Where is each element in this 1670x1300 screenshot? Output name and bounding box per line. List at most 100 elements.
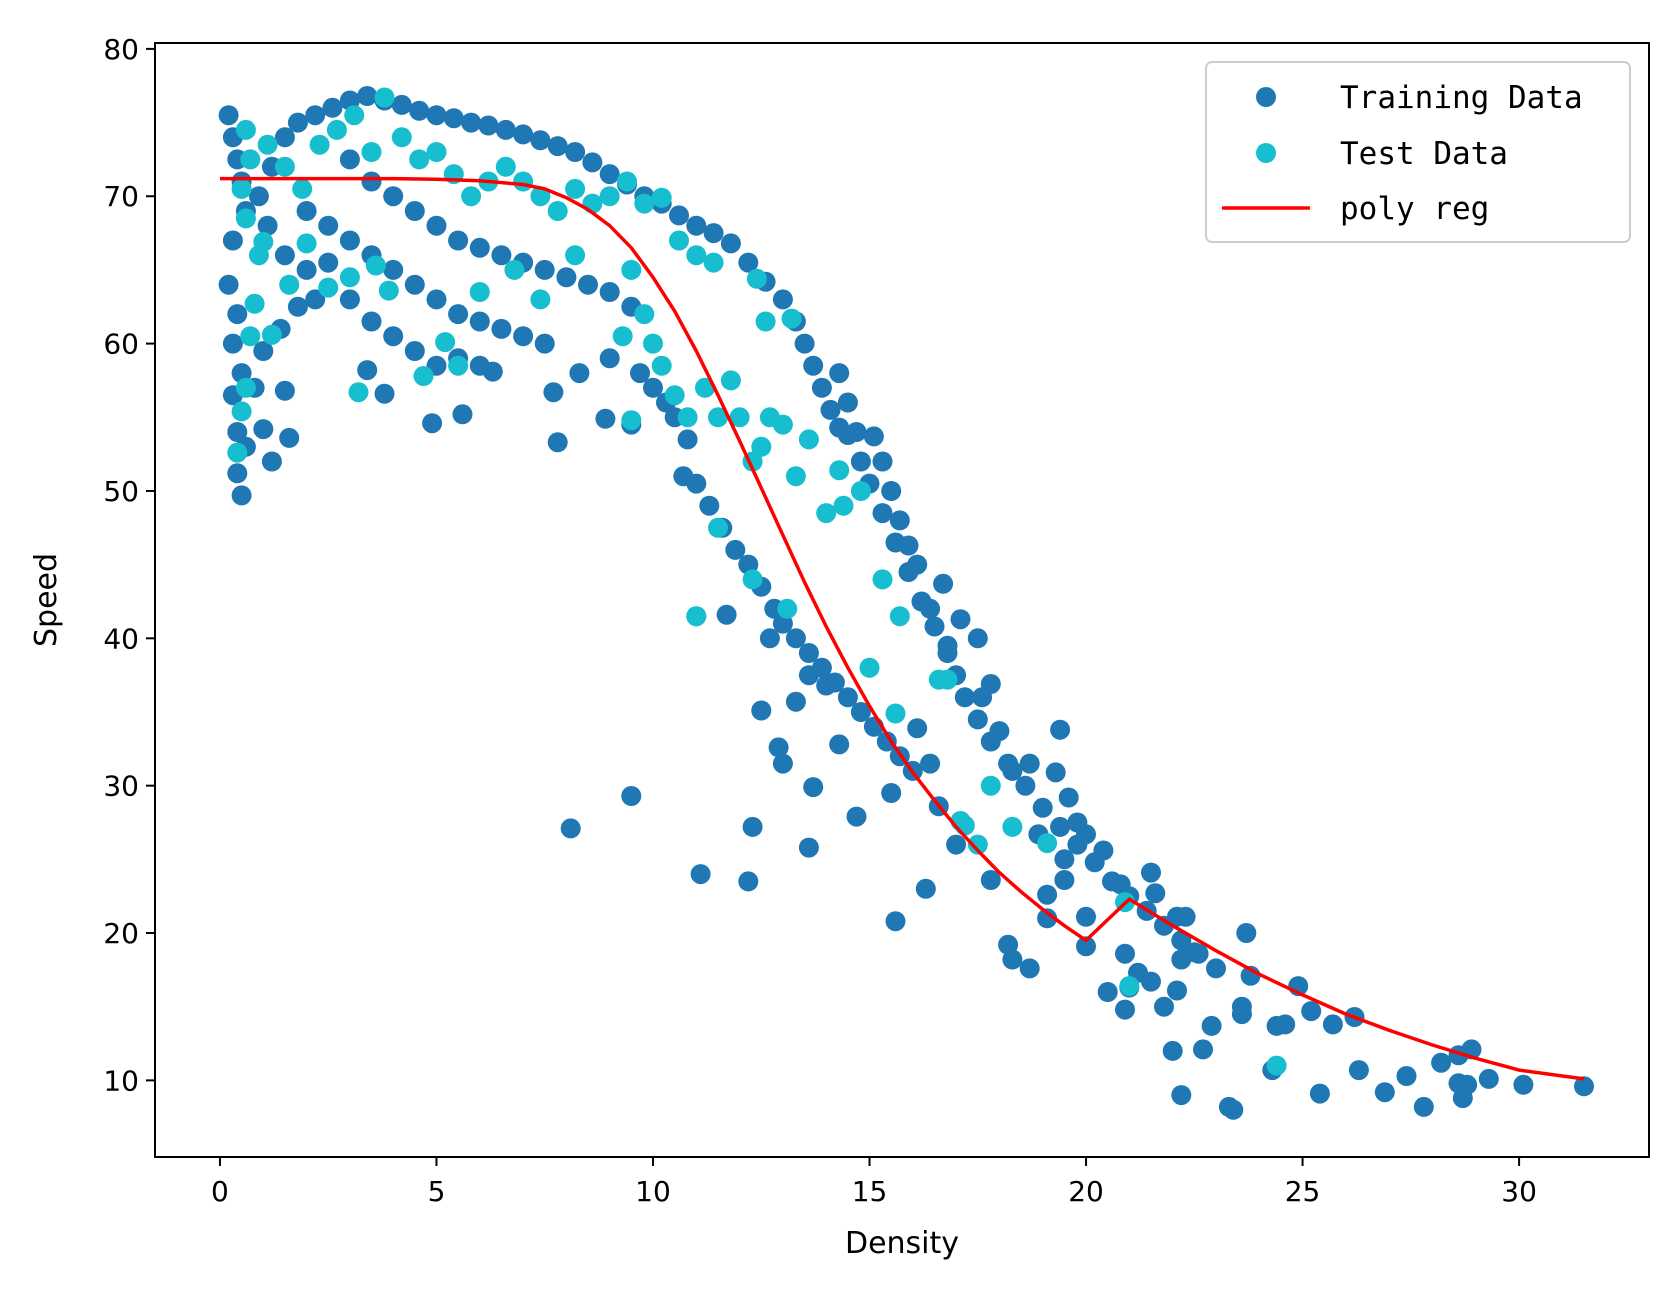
test-point-64 — [859, 657, 880, 678]
training-point-250 — [1513, 1074, 1534, 1095]
y-tick-label-20: 20 — [103, 917, 139, 950]
training-point-163 — [816, 675, 837, 696]
training-point-26 — [257, 215, 278, 236]
training-point-219 — [1184, 942, 1205, 963]
training-point-46 — [565, 142, 586, 162]
test-point-26 — [530, 186, 551, 207]
training-point-111 — [469, 311, 490, 332]
training-point-181 — [798, 837, 819, 858]
x-tick-label-5: 5 — [428, 1175, 446, 1208]
test-point-84 — [469, 282, 490, 302]
training-point-131 — [595, 408, 616, 429]
training-point-232 — [1275, 1014, 1296, 1035]
training-point-105 — [339, 230, 360, 251]
training-point-185 — [937, 635, 958, 656]
training-point-129 — [543, 382, 564, 403]
training-point-66 — [850, 451, 871, 472]
training-point-29 — [274, 127, 295, 148]
test-point-79 — [348, 382, 369, 403]
x-tick-label-20: 20 — [1068, 1175, 1104, 1208]
training-point-169 — [803, 777, 824, 798]
x-tick-label-25: 25 — [1285, 1175, 1321, 1208]
training-point-107 — [383, 259, 404, 280]
training-point-241 — [1396, 1066, 1417, 1086]
test-point-6 — [235, 208, 256, 229]
test-point-8 — [240, 149, 261, 170]
training-point-42 — [495, 119, 516, 140]
training-point-172 — [907, 718, 928, 739]
training-point-260 — [863, 426, 884, 447]
training-point-130 — [547, 432, 568, 453]
training-point-252 — [1115, 999, 1135, 1020]
training-point-183 — [915, 878, 936, 899]
training-point-17 — [253, 419, 274, 440]
plot-area — [218, 86, 1594, 1120]
training-point-235 — [1301, 1001, 1322, 1022]
test-point-87 — [565, 245, 586, 266]
test-point-78 — [1266, 1055, 1287, 1076]
training-point-206 — [1076, 906, 1096, 927]
test-point-24 — [495, 156, 516, 177]
training-point-79 — [1015, 775, 1036, 796]
training-point-170 — [846, 806, 867, 827]
training-point-221 — [1171, 1085, 1192, 1106]
training-point-41 — [478, 115, 499, 136]
test-point-22 — [461, 186, 482, 207]
training-point-197 — [1076, 824, 1096, 845]
test-point-77 — [1119, 976, 1140, 997]
training-point-173 — [920, 753, 941, 774]
training-point-115 — [296, 201, 317, 221]
training-point-259 — [846, 422, 867, 442]
test-point-67 — [885, 703, 906, 724]
training-point-179 — [742, 816, 763, 837]
test-point-92 — [339, 267, 360, 288]
training-point-262 — [881, 481, 902, 501]
training-point-126 — [374, 383, 395, 404]
training-point-44 — [530, 130, 551, 151]
training-point-251 — [1574, 1076, 1594, 1097]
training-point-117 — [339, 289, 360, 310]
x-axis: 0 5 10 15 20 25 30 — [211, 1157, 1537, 1208]
training-point-113 — [513, 326, 534, 347]
test-point-89 — [621, 410, 642, 431]
training-point-220 — [1162, 1040, 1183, 1061]
training-point-176 — [560, 818, 581, 839]
training-point-6 — [218, 274, 239, 295]
training-point-243 — [1431, 1052, 1452, 1073]
training-point-134 — [599, 348, 620, 369]
training-point-97 — [491, 245, 512, 266]
training-point-5 — [222, 230, 243, 251]
training-point-198 — [1093, 840, 1114, 861]
training-point-248 — [1452, 1088, 1473, 1109]
training-point-75 — [954, 687, 975, 708]
training-point-54 — [703, 223, 724, 244]
training-point-224 — [1206, 958, 1226, 979]
series-test-data — [227, 87, 1287, 1076]
training-point-171 — [881, 783, 902, 803]
training-point-142 — [699, 495, 720, 516]
training-point-11 — [227, 422, 248, 442]
training-point-199 — [980, 870, 1001, 890]
training-point-100 — [556, 267, 577, 288]
training-point-160 — [716, 604, 737, 625]
training-point-22 — [287, 296, 308, 317]
test-point-33 — [651, 187, 672, 208]
legend-box — [1205, 61, 1631, 243]
test-point-60 — [816, 503, 837, 524]
training-point-20 — [253, 341, 274, 361]
training-point-236 — [1309, 1083, 1330, 1104]
training-point-212 — [1141, 862, 1161, 883]
test-point-27 — [547, 201, 568, 221]
training-point-154 — [850, 702, 871, 722]
training-point-101 — [578, 274, 598, 295]
training-point-25 — [274, 245, 295, 266]
training-point-114 — [534, 333, 555, 354]
training-point-178 — [690, 864, 711, 885]
test-point-4 — [244, 293, 265, 314]
training-point-62 — [811, 377, 832, 398]
training-point-80 — [1032, 797, 1053, 818]
test-point-95 — [253, 231, 274, 252]
test-point-57 — [755, 311, 776, 332]
training-point-124 — [482, 361, 503, 382]
training-point-153 — [837, 687, 858, 708]
